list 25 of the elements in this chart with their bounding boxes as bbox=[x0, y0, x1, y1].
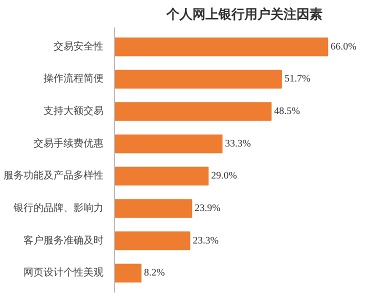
y-tick-label: 交易手续费优惠 bbox=[34, 137, 104, 150]
y-tick-label: 操作流程简便 bbox=[44, 72, 104, 85]
data-label: 29.0% bbox=[211, 170, 237, 182]
y-tick-label: 服务功能及产品多样性 bbox=[4, 170, 104, 182]
data-label: 23.9% bbox=[194, 202, 221, 214]
y-tick-label: 银行的品牌、影响力 bbox=[12, 202, 104, 214]
bar bbox=[114, 166, 209, 186]
y-tick-label: 交易安全性 bbox=[54, 40, 104, 52]
y-tick-label: 网页设计个性美观 bbox=[24, 266, 104, 279]
bar bbox=[114, 199, 192, 218]
bar bbox=[114, 264, 142, 282]
data-label: 51.7% bbox=[284, 74, 310, 85]
data-label: 33.3% bbox=[225, 138, 251, 150]
bar bbox=[114, 134, 223, 154]
data-label: 8.2% bbox=[144, 268, 165, 279]
data-label: 66.0% bbox=[330, 41, 356, 52]
bar bbox=[114, 70, 282, 89]
chart-title: 个人网上银行用户关注因素 bbox=[166, 6, 322, 22]
data-label: 48.5% bbox=[274, 106, 300, 118]
bar bbox=[114, 38, 328, 56]
bar bbox=[114, 231, 190, 250]
y-tick-label: 客户服务准确及时 bbox=[24, 234, 104, 246]
bar bbox=[114, 102, 272, 121]
y-tick-label: 支持大额交易 bbox=[44, 105, 104, 118]
data-label: 23.3% bbox=[192, 235, 219, 246]
